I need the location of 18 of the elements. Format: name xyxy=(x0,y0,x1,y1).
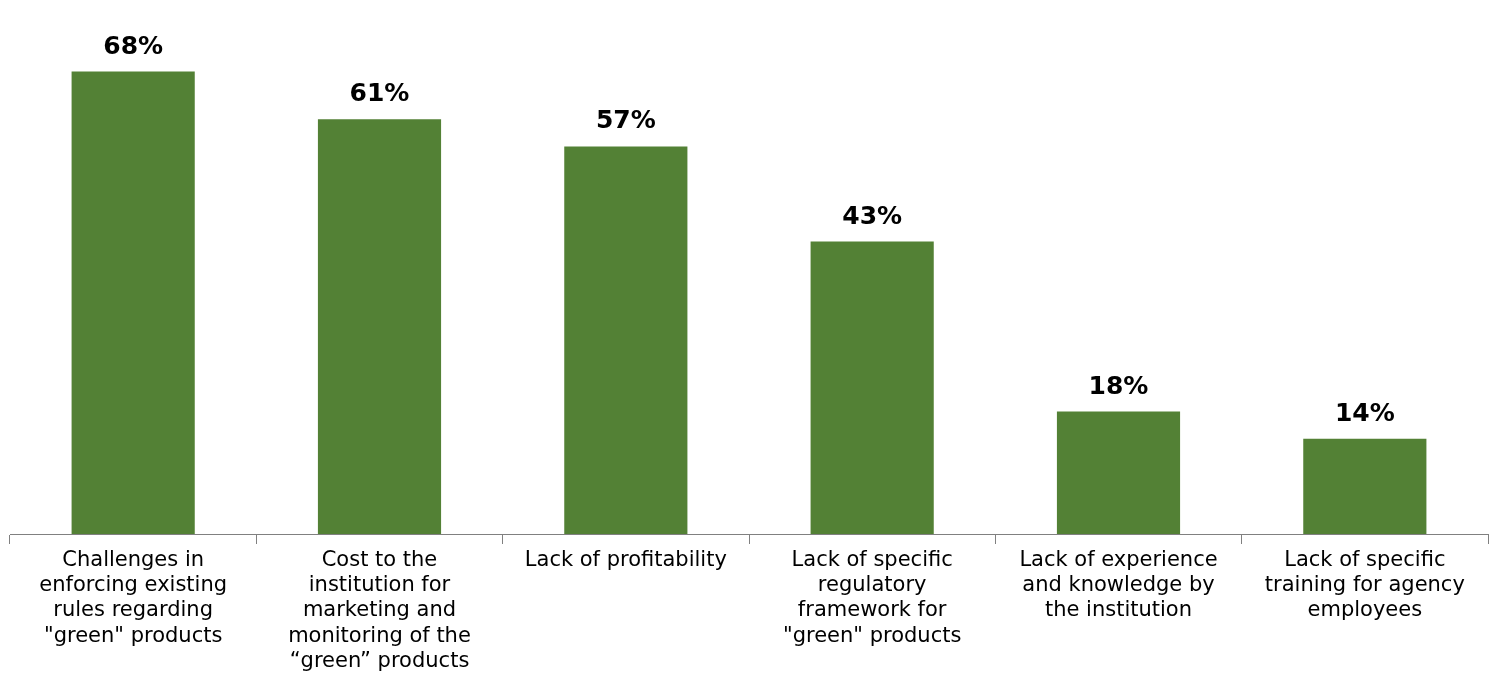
bar xyxy=(1056,411,1181,534)
bar xyxy=(317,119,442,534)
x-tick-label: Lack of specific training for agency employees xyxy=(1264,547,1465,622)
data-label: 14% xyxy=(1334,397,1395,427)
x-tick-label: Cost to the institution for marketing and monitoring of the “green” products xyxy=(288,547,471,672)
bar xyxy=(810,241,934,534)
data-label: 18% xyxy=(1088,370,1149,400)
x-tick-label: Challenges in enforcing existing rules regarding "green" products xyxy=(39,547,228,647)
data-label: 43% xyxy=(842,200,903,230)
data-label: 68% xyxy=(103,30,164,60)
x-tick-label: Lack of specific regulatory framework for "green" products xyxy=(782,547,962,647)
data-label: 57% xyxy=(595,105,656,135)
bar xyxy=(71,71,195,534)
data-label: 61% xyxy=(349,78,410,108)
bar xyxy=(564,146,688,534)
x-tick-label: Lack of experience and knowledge by the institution xyxy=(1019,547,1218,622)
x-tick-label: Lack of profitability xyxy=(524,547,727,572)
bar xyxy=(1303,438,1427,534)
